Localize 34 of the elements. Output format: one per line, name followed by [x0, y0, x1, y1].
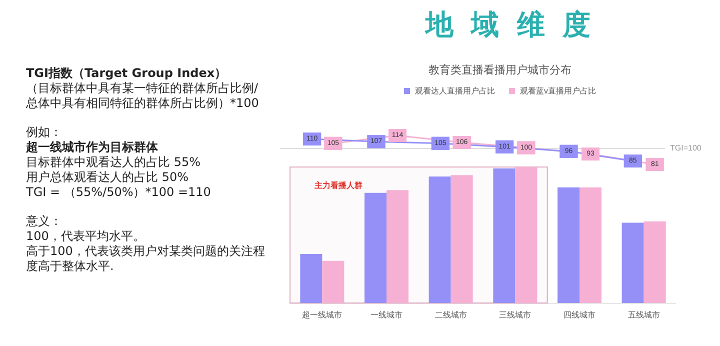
band-label: 主力看播人群	[314, 180, 362, 190]
bar	[493, 168, 516, 303]
bar	[428, 176, 451, 303]
x-tick-label: 一线城市	[370, 310, 402, 320]
text: 例如：	[26, 125, 63, 140]
text: TGI = （55%/50%）*100 =110	[26, 185, 212, 200]
x-tick-label: 超一线城市	[302, 310, 342, 320]
legend-label: 观看达人直播用户占比	[415, 86, 495, 96]
text: （目标群体中具有某一特征的群体所占比例/总体中具有相同特征的群体所占比例）*100	[26, 81, 260, 111]
x-tick-label: 四线城市	[564, 310, 596, 320]
bar	[558, 187, 580, 303]
ref-line-label: TGI=100	[670, 143, 702, 152]
bar	[364, 192, 386, 303]
bar	[322, 260, 344, 303]
bar	[644, 221, 666, 303]
x-tick-label: 三线城市	[499, 310, 532, 320]
text: 高于100，代表该类用户对某类问题的关注程度高于整体水平.	[26, 244, 266, 274]
text: 目标群体中观看达人的占比 55%	[26, 155, 202, 170]
bar	[386, 190, 408, 303]
text: TGI指数（Target Group Index）	[26, 66, 228, 81]
text: 100，代表平均水平。	[26, 229, 146, 244]
chart-subtitle: 教育类直播看播用户城市分布	[428, 64, 572, 76]
text: 用户总体观看达人的占比 50%	[26, 170, 190, 185]
text: 超一线城市作为目标群体	[26, 140, 159, 155]
bar	[622, 222, 644, 303]
chart-title: 地 域 维 度	[424, 7, 596, 43]
legend-label: 观看蓝v直播用户占比	[520, 86, 596, 96]
x-tick-label: 二线城市	[434, 310, 467, 320]
bar	[580, 187, 602, 303]
x-tick-label: 五线城市	[628, 310, 660, 320]
bar	[450, 175, 473, 303]
text: 意义：	[26, 214, 63, 229]
bar	[515, 167, 538, 303]
bar	[300, 254, 322, 303]
